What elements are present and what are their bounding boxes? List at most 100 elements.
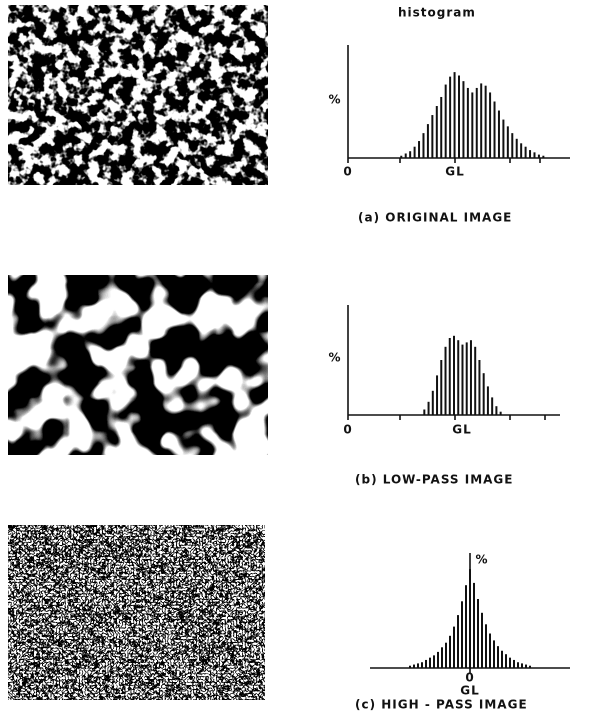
bar	[409, 665, 411, 668]
bar	[440, 360, 443, 415]
caption: (c) HIGH - PASS IMAGE	[355, 698, 528, 712]
bar	[486, 386, 489, 415]
bar	[437, 651, 439, 668]
bar	[537, 154, 540, 158]
bar	[506, 126, 509, 158]
bar	[422, 133, 425, 158]
bar	[517, 662, 519, 668]
annotation: histogram	[398, 6, 476, 20]
bar	[477, 599, 479, 668]
bar	[502, 119, 505, 158]
bar	[400, 155, 403, 158]
bar	[453, 72, 456, 158]
bar	[461, 344, 464, 415]
bar	[515, 138, 518, 158]
bar	[466, 87, 469, 158]
bar	[404, 153, 407, 158]
low-pass-image	[8, 275, 268, 455]
bar	[509, 657, 511, 668]
bar	[444, 346, 447, 415]
caption: (a) ORIGINAL IMAGE	[358, 211, 512, 225]
bar	[480, 83, 483, 158]
bar	[469, 340, 472, 415]
bar	[533, 152, 536, 158]
bar	[453, 335, 455, 415]
bar	[481, 612, 483, 668]
bar	[435, 106, 438, 158]
bar	[418, 141, 421, 158]
bar	[505, 654, 507, 668]
original-image	[8, 5, 268, 185]
bar	[497, 110, 500, 158]
bar	[489, 92, 492, 158]
bar	[462, 81, 465, 158]
bar	[449, 76, 452, 158]
x-axis-label: GL	[452, 423, 472, 437]
bar	[465, 585, 467, 668]
bar	[413, 664, 415, 668]
bar	[501, 650, 503, 668]
bar	[465, 342, 468, 415]
bar	[478, 360, 481, 415]
bar	[445, 642, 447, 668]
bar	[474, 346, 477, 415]
bar	[427, 401, 430, 415]
bar	[421, 662, 423, 668]
bar	[423, 409, 426, 415]
y-axis-label: %	[328, 93, 341, 107]
x-tick-label: 0	[465, 671, 474, 685]
bar	[453, 626, 455, 668]
bar	[426, 124, 429, 158]
bar	[529, 150, 532, 158]
bar	[493, 640, 495, 668]
x-tick-label: 0	[343, 423, 352, 437]
bar	[417, 663, 419, 668]
bar	[469, 569, 471, 668]
bar	[429, 657, 431, 668]
bar	[436, 375, 439, 415]
bar	[444, 84, 447, 158]
bar	[524, 146, 527, 158]
bar	[521, 663, 523, 668]
bar	[542, 155, 545, 158]
bar	[441, 647, 443, 668]
bar	[448, 338, 451, 415]
bar	[425, 659, 427, 668]
bar	[433, 655, 435, 668]
bar	[471, 92, 474, 158]
bar	[513, 659, 515, 668]
bar	[457, 340, 460, 415]
bar	[511, 133, 514, 158]
bar	[458, 75, 460, 158]
bar	[499, 411, 502, 415]
bar	[485, 624, 487, 668]
high-pass-image	[8, 525, 265, 700]
bar	[489, 633, 491, 668]
bar	[449, 635, 451, 668]
bar	[461, 601, 463, 668]
bar	[493, 101, 496, 158]
bar	[529, 665, 531, 668]
bar	[413, 146, 416, 158]
bar	[525, 664, 527, 668]
bar	[520, 143, 523, 158]
bar	[491, 397, 494, 415]
bar	[482, 373, 485, 415]
bar	[475, 87, 478, 158]
bar	[473, 582, 475, 668]
y-axis-label: %	[328, 351, 341, 365]
bar	[457, 615, 459, 668]
bar	[431, 115, 434, 158]
bar	[495, 406, 498, 415]
bar	[431, 390, 434, 415]
x-axis-label: GL	[445, 165, 465, 179]
bar	[497, 646, 499, 668]
x-tick-label: 0	[343, 165, 352, 179]
bar	[409, 151, 412, 158]
y-axis-label: %	[475, 553, 488, 567]
bar	[484, 85, 487, 158]
bar	[440, 96, 443, 158]
x-axis-label: GL	[460, 684, 480, 698]
caption: (b) LOW-PASS IMAGE	[355, 473, 513, 487]
